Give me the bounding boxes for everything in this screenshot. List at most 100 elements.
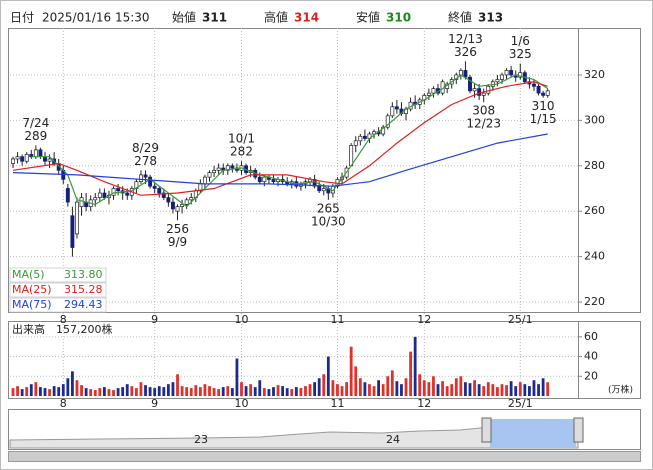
volume-bar	[189, 388, 193, 396]
volume-bar	[217, 389, 221, 396]
y-tick-label: 60	[584, 330, 598, 343]
volume-bar	[157, 386, 161, 396]
volume-bar	[285, 388, 289, 396]
candle-body	[541, 92, 546, 96]
candle-body	[431, 88, 436, 94]
low: 310	[386, 11, 411, 25]
y-tick-label: 300	[584, 113, 605, 126]
candle-body	[152, 185, 157, 189]
volume-bar	[11, 388, 15, 396]
volume-bar	[486, 382, 490, 396]
x-tick-label: 10	[235, 313, 249, 326]
volume-bar	[162, 387, 166, 396]
volume-bar	[477, 384, 481, 396]
volume-bar	[413, 336, 417, 396]
volume-bar	[358, 378, 362, 396]
candle-body	[486, 85, 491, 94]
volume-bar	[395, 381, 399, 396]
candle-body	[75, 201, 79, 235]
volume-bar	[148, 387, 152, 396]
volume-bar	[523, 384, 527, 396]
candle-body	[385, 115, 390, 128]
candle-body	[161, 192, 166, 198]
candle-body	[353, 140, 358, 146]
volume-bar	[505, 385, 508, 396]
volume-bar	[194, 385, 198, 396]
volume-bar	[93, 390, 97, 396]
volume-bar	[134, 388, 138, 396]
x-tick-label: 25/1	[508, 313, 533, 326]
volume-bar	[541, 378, 545, 396]
navigator-handle[interactable]	[481, 417, 492, 443]
volume-bar	[29, 384, 33, 396]
scrollbar[interactable]	[8, 451, 641, 462]
volume-bar	[491, 384, 495, 396]
candle-body	[29, 154, 34, 158]
legend-name: MA(25)	[12, 283, 52, 296]
x-tick-label: 12	[417, 313, 431, 326]
volume-bar	[537, 384, 540, 396]
candle-body	[472, 88, 477, 92]
ma-line	[12, 81, 548, 196]
volume-bar	[125, 384, 129, 396]
candle-body	[148, 176, 153, 187]
volume-panel	[8, 321, 641, 399]
volume-bar	[518, 382, 522, 396]
candle-body	[47, 158, 52, 162]
candle-body	[139, 174, 143, 183]
volume-bar	[84, 388, 88, 396]
volume-bar	[61, 384, 65, 396]
volume-bar	[404, 378, 408, 396]
legend-value: 315.28	[64, 283, 103, 296]
close-label: 終値	[448, 10, 472, 25]
candle-body	[202, 176, 207, 185]
volume-bar	[185, 387, 189, 396]
volume-bar	[208, 386, 211, 396]
volume-bar	[71, 371, 74, 396]
legend-value: 294.43	[64, 298, 103, 311]
annotation-price: 278	[134, 154, 157, 168]
legend-box	[9, 267, 107, 283]
x-tick-label: 10	[235, 397, 249, 410]
navigator: 23 24	[8, 409, 641, 462]
candle-body	[317, 185, 322, 192]
candle-body	[20, 156, 25, 162]
volume-bar	[203, 384, 207, 396]
candle-body	[545, 90, 550, 96]
volume-bar	[226, 386, 230, 396]
volume-bar	[176, 374, 179, 396]
candle-body	[43, 156, 47, 162]
candle-body	[390, 106, 395, 117]
candle-body	[125, 192, 130, 196]
close: 313	[478, 11, 503, 25]
volume-bar	[75, 380, 79, 396]
candle-body	[11, 158, 15, 164]
volume-bar	[25, 387, 29, 396]
volume-bar	[400, 384, 403, 396]
volume-unit: (万株)	[608, 384, 633, 396]
volume-bar	[258, 380, 262, 396]
navigator-range[interactable]	[490, 419, 576, 448]
annotation-date: 9/9	[168, 235, 187, 249]
volume-bar	[368, 384, 371, 396]
legend-name: MA(5)	[12, 268, 45, 281]
candle-body	[184, 199, 189, 205]
candle-body	[24, 154, 29, 162]
volume-bar	[249, 384, 253, 396]
volume-bar	[422, 380, 426, 396]
volume-bar	[331, 380, 335, 396]
open-label: 始値	[172, 10, 196, 25]
x-tick-label: 12	[417, 397, 431, 410]
annotation-date: 10/1	[228, 132, 255, 146]
x-tick-label: 11	[330, 313, 344, 326]
date-label: 日付	[10, 11, 34, 25]
volume-bar	[377, 380, 380, 396]
candle-body	[262, 176, 267, 183]
volume-bar	[450, 384, 454, 396]
volume-bar	[130, 386, 134, 396]
volume-bar	[139, 382, 143, 396]
volume-bar	[299, 388, 303, 396]
volume-bar	[240, 382, 243, 396]
navigator-handle[interactable]	[573, 417, 584, 443]
